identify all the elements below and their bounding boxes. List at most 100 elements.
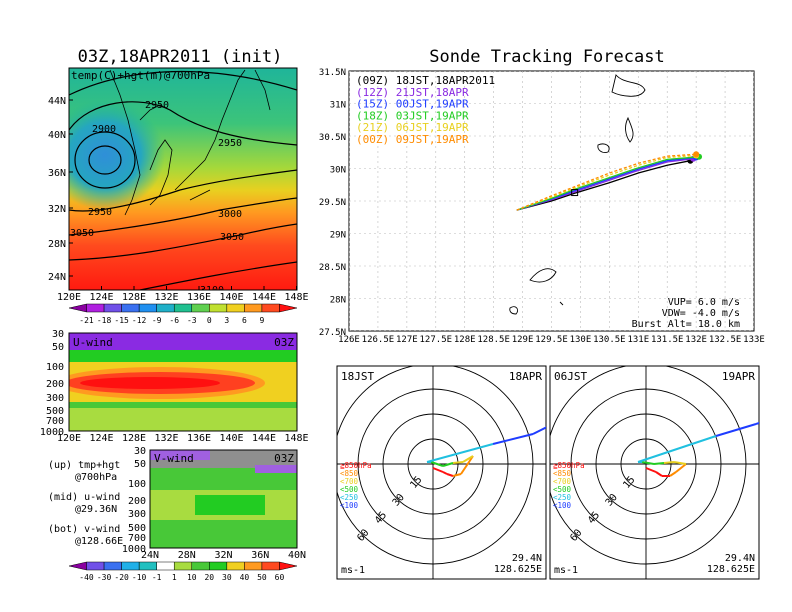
hodograph-segment <box>452 461 464 464</box>
colorbar-tick-label: 3 <box>224 316 229 325</box>
hodograph-date: 19APR <box>722 370 755 383</box>
track-lon-ticks: 126E 126.5E 127E 127.5E 128E 128.5E 129E 129.5E… <box>338 335 765 345</box>
track-series-line <box>516 153 697 211</box>
hodograph-segment <box>673 461 687 465</box>
height-contours <box>69 70 297 290</box>
contour-label: 2950 <box>218 138 242 149</box>
colorbar-swatch <box>86 303 105 313</box>
level-legend-entry: <850 <box>340 469 359 478</box>
level-legend-entry: <500 <box>553 485 572 494</box>
track-coastlines <box>509 74 646 315</box>
lon-tick-label: 120E <box>57 292 81 303</box>
hodograph-segment <box>675 463 687 473</box>
hodograph-segment <box>462 455 474 463</box>
pressure-tick-label: 100 <box>128 479 146 490</box>
hodograph-segment <box>460 455 474 475</box>
colorbar-swatch <box>226 561 245 571</box>
lon-label: 128.625E <box>707 564 755 575</box>
legend-up-level: @700hPa <box>75 472 117 483</box>
hodograph-segment <box>430 461 444 467</box>
lon-tick-label: 130.5E <box>593 335 626 345</box>
polar-hodograph-right: 06JST 19APR15304560≧850hPa<850<700<500<25… <box>549 365 760 580</box>
colorbar-tick-label: 6 <box>242 316 247 325</box>
burst-marker <box>571 189 579 197</box>
lon-tick-label: 144E <box>252 292 276 303</box>
hodograph-segment <box>442 462 454 467</box>
lon-tick-label: 124E <box>89 433 113 444</box>
hodograph-segment <box>645 467 657 473</box>
level-legend-entry: <250 <box>553 493 572 502</box>
lon-tick-label: 133E <box>743 335 765 345</box>
legend-bot-level: @128.66E <box>75 536 123 547</box>
colorbar-tick-label: 0 <box>207 316 212 325</box>
colorbar-swatch <box>103 303 122 313</box>
pressure-tick-label: 300 <box>128 509 146 520</box>
contour-label: 2950 <box>145 100 169 111</box>
hodograph-segment <box>442 471 448 475</box>
pressure-tick-label: 200 <box>128 496 146 507</box>
temperature-colorbar: -21 -18 -15 -12 -9 -6 -3 0 3 6 9 <box>68 303 298 325</box>
legend-up: (up) tmp+hgt <box>48 460 120 471</box>
lat-tick-label: 36N <box>48 168 66 179</box>
hodograph-segment <box>637 435 717 463</box>
lat-tick-label: 30.5N <box>319 133 346 143</box>
pressure-tick-label: 30 <box>134 446 146 457</box>
landing-point <box>693 151 700 158</box>
hodograph-segment <box>669 471 677 477</box>
pressure-tick-label: 700 <box>46 416 64 427</box>
track-series-line <box>516 154 697 211</box>
hodograph-segment <box>492 433 534 445</box>
hodograph-segment <box>426 443 494 463</box>
legend-mid: (mid) u-wind <box>48 492 120 503</box>
colorbar-tick-label: -21 <box>79 316 94 325</box>
colorbar-tick-label: -10 <box>132 573 147 582</box>
lat-tick-label: 40N <box>48 130 66 141</box>
hodograph-date: 18APR <box>509 370 542 383</box>
wind-colorbar: -40 -30 -20 -10 -1 1 10 20 30 40 50 60 <box>68 561 298 582</box>
lon-tick-label: 129E <box>512 335 534 345</box>
lat-tick-label: 44N <box>48 96 66 107</box>
hodograph-time: 18JST <box>341 370 374 383</box>
colorbar-swatch <box>209 561 228 571</box>
u-wind-label: U-wind <box>73 336 113 349</box>
hodograph-segment <box>446 473 454 477</box>
colorbar-tick-label: -9 <box>152 316 162 325</box>
colorbar-swatch <box>191 303 210 313</box>
level-legend-entry: <250 <box>340 493 359 502</box>
track-lines <box>516 151 703 211</box>
contour-label: 2950 <box>88 207 112 218</box>
colorbar-swatch <box>209 303 228 313</box>
lat-tick-label: 31.5N <box>319 68 346 78</box>
lon-tick-label: 120E <box>57 433 81 444</box>
lat-tick-label: 32N <box>214 550 232 561</box>
lat-tick-label: 29.5N <box>319 198 346 208</box>
legend-mid-level: @29.36N <box>75 504 117 515</box>
lat-tick-label: 28.5N <box>319 263 346 273</box>
colorbar-swatch <box>86 561 105 571</box>
legend-entry: (12Z) 21JST,18APR <box>356 86 469 99</box>
track-panel: (09Z) 18JST,18APR2011(12Z) 21JST,18APR(1… <box>319 68 765 345</box>
lon-tick-label: 136E <box>187 433 211 444</box>
lon-tick-label: 132E <box>154 292 178 303</box>
level-legend-entry: <700 <box>340 477 359 486</box>
lat-tick-label: 28N <box>330 296 346 306</box>
lon-tick-label: 132.5E <box>709 335 742 345</box>
right-title: Sonde Tracking Forecast <box>429 47 664 67</box>
level-legend-entry: ≧850hPa <box>340 461 372 470</box>
hodograph-segment <box>715 423 757 437</box>
lon-tick-label: 126.5E <box>362 335 395 345</box>
colorbar-tick-label: -20 <box>114 573 129 582</box>
lat-label: 29.4N <box>512 553 542 564</box>
level-legend-entry: <100 <box>553 501 572 510</box>
lon-tick-label: 126E <box>338 335 360 345</box>
descent-rate: VDW= -4.0 m/s <box>662 308 740 319</box>
legend-entry: (09Z) 18JST,18APR2011 <box>356 74 495 87</box>
left-title: 03Z,18APR2011 (init) <box>78 47 283 67</box>
map-lon-ticks: 120E 124E 128E 132E 136E 140E 144E 148E <box>57 286 309 303</box>
pressure-tick-label: 1000 <box>40 427 64 438</box>
colorbar-swatch <box>261 561 280 571</box>
